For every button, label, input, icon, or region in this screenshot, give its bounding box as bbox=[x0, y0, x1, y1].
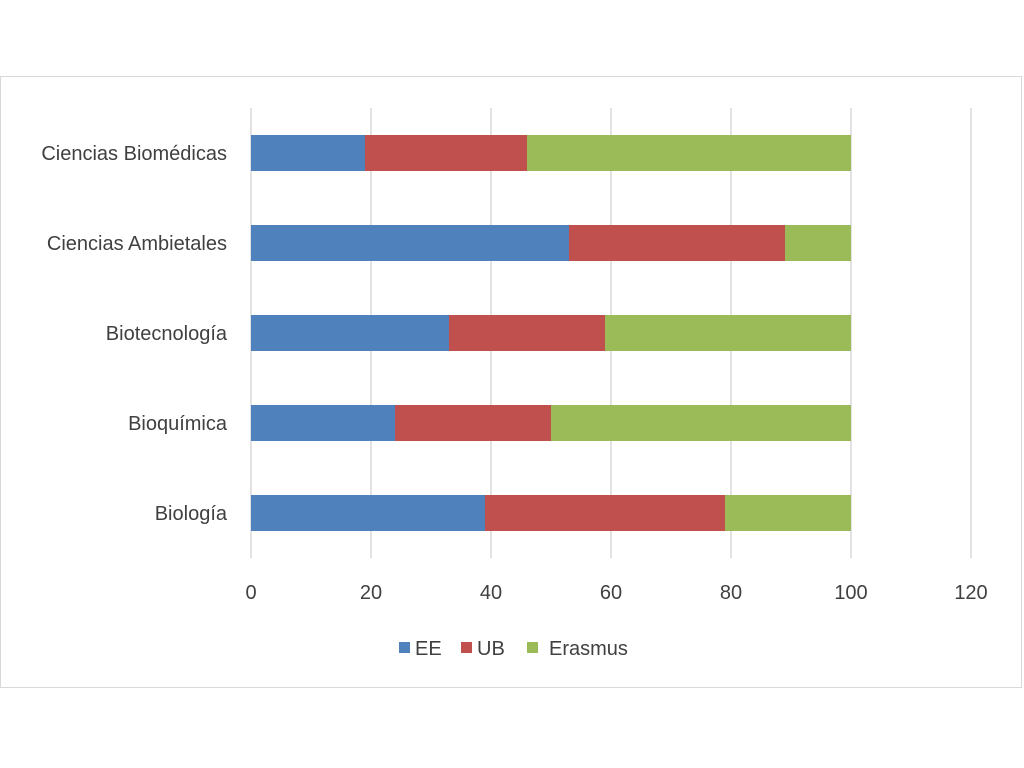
bar-ub-2 bbox=[449, 315, 605, 351]
legend-swatch-erasmus bbox=[527, 642, 538, 653]
bar-ub-1 bbox=[569, 225, 785, 261]
x-tick-label: 100 bbox=[834, 582, 867, 604]
bar-ub-0 bbox=[365, 135, 527, 171]
x-tick-labels: 0 20 40 60 80 100 120 bbox=[245, 582, 987, 604]
bar-erasmus-0 bbox=[527, 135, 851, 171]
category-label: Bioquímica bbox=[128, 413, 228, 435]
legend-label-ee: EE bbox=[415, 638, 442, 660]
bar-erasmus-2 bbox=[605, 315, 851, 351]
x-tick-label: 0 bbox=[245, 582, 256, 604]
x-tick-label: 80 bbox=[720, 582, 742, 604]
bar-erasmus-1 bbox=[785, 225, 851, 261]
x-tick-label: 20 bbox=[360, 582, 382, 604]
legend-swatch-ee bbox=[399, 642, 410, 653]
category-labels: Ciencias Biomédicas Ciencias Ambietales Bi… bbox=[41, 143, 228, 525]
bars bbox=[251, 135, 851, 531]
x-tick-label: 60 bbox=[600, 582, 622, 604]
legend: EE UB Erasmus bbox=[399, 638, 628, 660]
bar-ub-3 bbox=[395, 405, 551, 441]
category-label: Biotecnología bbox=[106, 323, 228, 345]
legend-swatch-ub bbox=[461, 642, 472, 653]
bar-ee-0 bbox=[251, 135, 365, 171]
category-label: Biología bbox=[155, 503, 228, 525]
bar-ee-3 bbox=[251, 405, 395, 441]
x-tick-label: 40 bbox=[480, 582, 502, 604]
bar-ub-4 bbox=[485, 495, 725, 531]
legend-label-erasmus: Erasmus bbox=[549, 638, 628, 660]
bar-ee-1 bbox=[251, 225, 569, 261]
x-tick-label: 120 bbox=[954, 582, 987, 604]
bar-ee-4 bbox=[251, 495, 485, 531]
category-label: Ciencias Ambietales bbox=[47, 233, 227, 255]
bar-erasmus-3 bbox=[551, 405, 851, 441]
bar-erasmus-4 bbox=[725, 495, 851, 531]
bar-ee-2 bbox=[251, 315, 449, 351]
category-label: Ciencias Biomédicas bbox=[41, 143, 227, 165]
legend-label-ub: UB bbox=[477, 638, 505, 660]
